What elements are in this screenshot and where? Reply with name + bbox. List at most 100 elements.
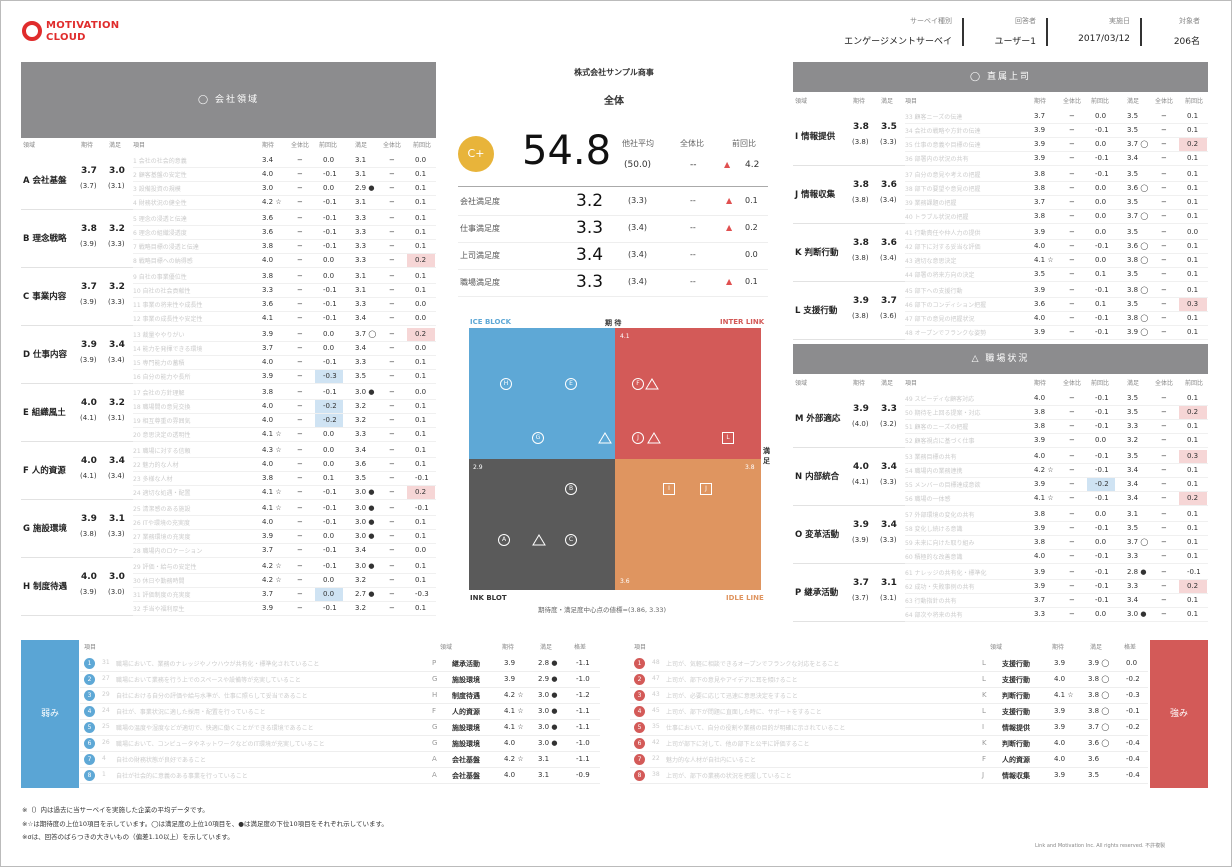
item-expect: 3.7 bbox=[262, 590, 274, 598]
row-divider bbox=[905, 607, 1208, 608]
col-head: 期待 bbox=[502, 644, 515, 651]
item-all-diff: − bbox=[297, 156, 303, 164]
idle-line-label: IDLE LINE bbox=[726, 594, 764, 602]
gap: -1.1 bbox=[576, 723, 590, 731]
item-prev2: 0.2 bbox=[1187, 582, 1199, 590]
item-prev2: 0.1 bbox=[415, 184, 427, 192]
domain-code: I bbox=[982, 723, 985, 731]
domain-name: I 情報提供 bbox=[795, 132, 836, 142]
item-all-diff: − bbox=[1069, 466, 1075, 474]
item-all-diff2: − bbox=[1161, 300, 1167, 308]
domain-name: D 仕事内容 bbox=[23, 350, 68, 360]
row-divider bbox=[133, 457, 436, 458]
item-prev: -0.1 bbox=[323, 488, 337, 496]
bottom-row: 1 31 職場において、業務のナレッジやノウハウが共有化・標準化されていること P 継承… bbox=[80, 656, 600, 672]
item-all-diff: − bbox=[1069, 494, 1075, 502]
satisfy: 3.0 ● bbox=[538, 723, 558, 731]
item-prev: 0.0 bbox=[323, 344, 335, 352]
gap: -0.2 bbox=[1126, 723, 1140, 731]
item-prev-cell bbox=[1087, 478, 1115, 491]
row-divider bbox=[630, 735, 1148, 736]
item-expect: 3.9 bbox=[1034, 154, 1046, 162]
item-satisfy: 3.0 ● bbox=[355, 504, 375, 512]
row-divider bbox=[905, 253, 1208, 254]
item-row: 27 業務環境の充実度 3.9 − 0.0 3.0 ● − 0.1 bbox=[133, 530, 436, 544]
item-expect: 3.7 bbox=[262, 546, 274, 554]
item-text: 15 専門能力の蓄積 bbox=[133, 360, 185, 367]
bottom-row: 5 25 職場の温度や湿度などが適切で、快適に働くことができる環境であること G 施設環… bbox=[80, 720, 600, 736]
domain-satisfy-avg: (3.6) bbox=[880, 312, 897, 320]
domain-expect: 4.0 bbox=[81, 572, 97, 582]
row-divider bbox=[905, 535, 1208, 536]
domain-code: A bbox=[432, 755, 437, 763]
prev-value: 4.2 bbox=[745, 160, 760, 170]
domain-group: L 支援行動 3.9 3.7 (3.8) (3.6) 45 部下への支援行動 3.9 − -0.… bbox=[793, 282, 1208, 340]
item-row: 3 設備投資の規模 3.0 − 0.0 2.9 ● − 0.1 bbox=[133, 182, 436, 196]
domain-group: N 内部統合 4.0 3.4 (4.1) (3.3) 53 業務目標の共有 4.0 − -0.1… bbox=[793, 448, 1208, 506]
item-all-diff: − bbox=[297, 532, 303, 540]
domain-expect-avg: (3.7) bbox=[80, 182, 97, 190]
item-all-diff: − bbox=[1069, 170, 1075, 178]
item-all-diff2: − bbox=[389, 532, 395, 540]
domain-code: F bbox=[432, 707, 437, 715]
meta-date: 実施日 2017/03/12 bbox=[1078, 17, 1130, 44]
item-row: 5 理念の浸透と伝達 3.6 − -0.1 3.3 − 0.1 bbox=[133, 212, 436, 226]
company-name: 株式会社サンプル商事 bbox=[574, 68, 654, 77]
bottom-row: 6 42 上司が部下に対して、他の部下と公平に評価すること K 判断行動 4.0 3.6 ◯… bbox=[630, 736, 1148, 752]
item-prev: 0.0 bbox=[323, 156, 335, 164]
item-row: 49 スピーディな顧客対応 4.0 − -0.1 3.5 − 0.1 bbox=[905, 392, 1208, 406]
item-expect: 3.8 bbox=[1034, 212, 1046, 220]
item-all-diff2: − bbox=[1161, 270, 1167, 278]
item-row: 32 手当や福利厚生 3.9 − -0.1 3.2 − 0.1 bbox=[133, 602, 436, 616]
item-prev2: 0.1 bbox=[1187, 270, 1199, 278]
item-row: 43 適切な意思決定 4.1 ☆ − 0.0 3.8 ◯ − 0.1 bbox=[905, 254, 1208, 268]
item-prev2: 0.1 bbox=[1187, 480, 1199, 488]
row-divider bbox=[133, 167, 436, 168]
item-prev2: 0.2 bbox=[415, 256, 427, 264]
satisfy: 3.8 ◯ bbox=[1088, 691, 1110, 699]
item-row: 54 職場内の業務連携 4.2 ☆ − -0.1 3.4 − 0.1 bbox=[905, 464, 1208, 478]
item-all-diff2: − bbox=[389, 300, 395, 308]
item-expect: 4.2 ☆ bbox=[1034, 466, 1054, 474]
domain-group: A 会社基盤 3.7 3.0 (3.7) (3.1) 1 会社の社会的意義 3.4−0.0 3… bbox=[21, 152, 436, 210]
item-all-diff: − bbox=[1069, 408, 1075, 416]
item-all-diff2: − bbox=[1161, 154, 1167, 162]
row-divider bbox=[905, 505, 1208, 506]
item-row: 53 業務目標の共有 4.0 − -0.1 3.5 − 0.3 bbox=[905, 450, 1208, 464]
item-all-diff2: − bbox=[389, 272, 395, 280]
domain-satisfy-avg: (3.1) bbox=[108, 182, 125, 190]
kpi-avg: (3.3) bbox=[628, 196, 647, 205]
item-all-diff: − bbox=[297, 402, 303, 410]
item-satisfy: 3.8 ◯ bbox=[1127, 286, 1149, 294]
item-all-diff2: − bbox=[389, 330, 395, 338]
domain-satisfy-avg: (3.4) bbox=[108, 356, 125, 364]
item-satisfy: 3.7 ◯ bbox=[1127, 538, 1149, 546]
ice-block-label: ICE BLOCK bbox=[470, 318, 512, 326]
row-divider bbox=[630, 751, 1148, 752]
footnote-2: ※☆は期待度の上位10項目を示しています。◯は満足度の上位10項目を、●は満足度… bbox=[22, 820, 388, 828]
item-prev: 0.0 bbox=[1095, 112, 1107, 120]
item-satisfy: 3.5 bbox=[1127, 112, 1139, 120]
item-text: 26 ITや環境の充実度 bbox=[133, 520, 190, 527]
item-text: 34 会社の戦略や方針の伝達 bbox=[905, 128, 981, 135]
item-expect: 3.8 bbox=[262, 388, 274, 396]
kpi-label: 会社満足度 bbox=[460, 197, 500, 206]
item-expect: 3.9 bbox=[1034, 140, 1046, 148]
item-no: 26 bbox=[102, 739, 110, 746]
item-prev2: -0.1 bbox=[415, 474, 429, 482]
item-row: 24 適切な処遇・配置 4.1 ☆ − -0.1 3.0 ● − 0.2 bbox=[133, 486, 436, 500]
domain-expect: 3.7 bbox=[81, 166, 97, 176]
col-head: 格差 bbox=[574, 644, 587, 651]
item-prev2: 0.3 bbox=[1187, 452, 1199, 460]
item-all-diff2: − bbox=[389, 604, 395, 612]
row-divider bbox=[133, 283, 436, 284]
domain-group: O 変革活動 3.9 3.4 (3.9) (3.3) 57 外部環境の変化の共有 3.8 − 0… bbox=[793, 506, 1208, 564]
item-prev2: 0.1 bbox=[415, 416, 427, 424]
item-prev: -0.1 bbox=[1095, 466, 1109, 474]
item-prev-cell bbox=[315, 588, 343, 601]
item-text: 45 部下への支援行動 bbox=[905, 288, 963, 295]
item-text: 12 事業の成長性や安定性 bbox=[133, 316, 203, 323]
expect: 3.9 bbox=[1054, 707, 1066, 715]
domain-name: 人的資源 bbox=[452, 708, 480, 716]
item-row: 29 評価・給与の安定性 4.2 ☆ − -0.1 3.0 ● − 0.1 bbox=[133, 560, 436, 574]
